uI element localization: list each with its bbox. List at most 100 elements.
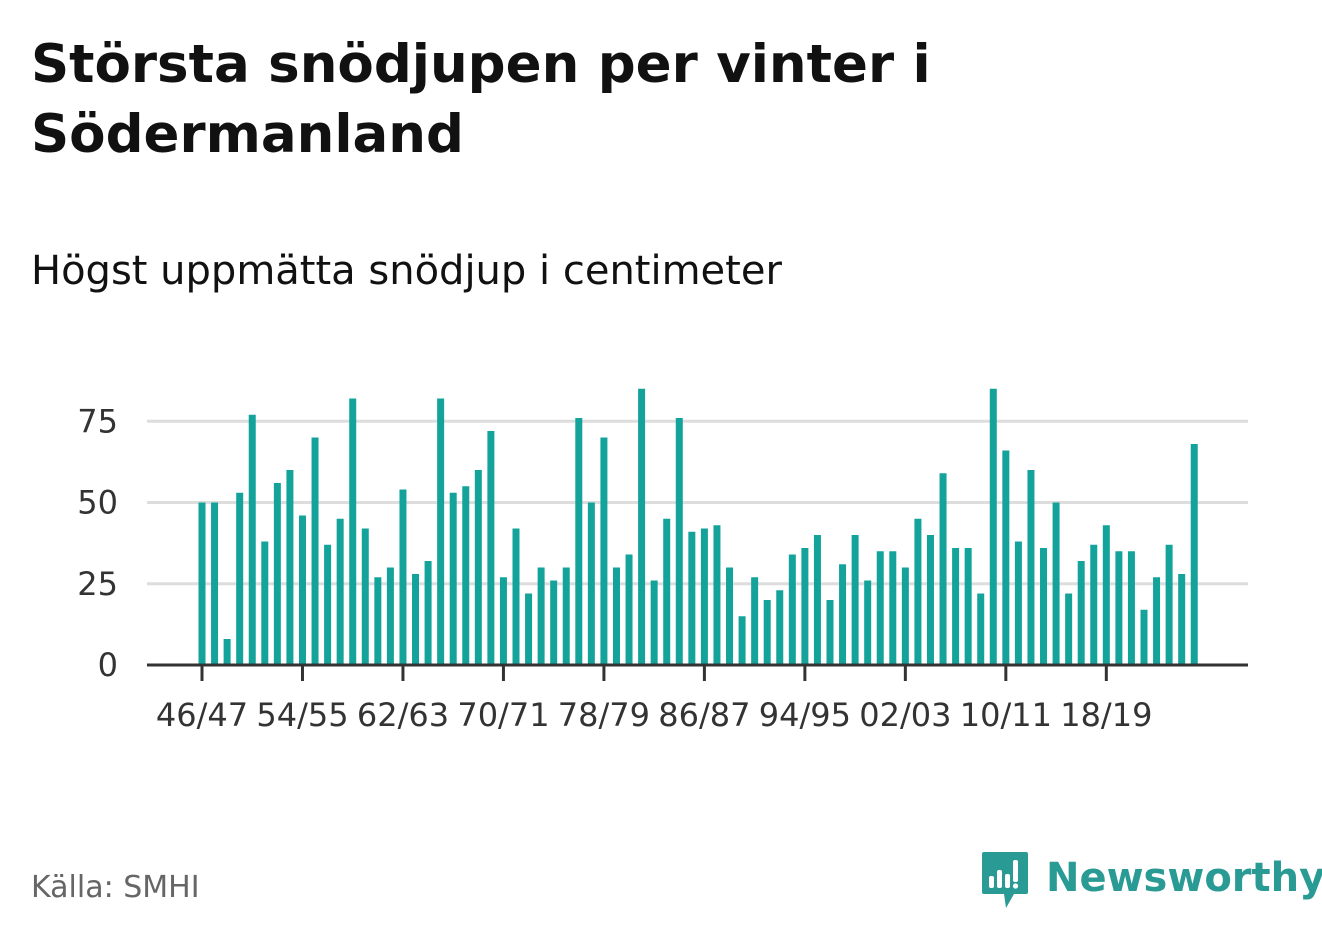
y-tick-label: 75 [77,402,118,440]
bar-23-24 [1165,544,1173,665]
bar-93-94 [788,554,796,665]
bar-98-99 [851,535,859,665]
bar-00-01 [876,551,884,665]
bar-76-77 [575,418,583,665]
bar-91-92 [763,600,771,665]
bar-95-96 [813,535,821,665]
bar-08-09 [977,593,985,665]
y-tick-label: 0 [98,646,118,684]
bar-55-56 [311,437,319,665]
bars [198,388,1198,665]
bar-03-04 [914,518,922,665]
y-tick-label: 50 [77,484,118,522]
bar-59-60 [361,528,369,665]
bar-56-57 [324,544,332,665]
bar-54-55 [298,515,306,665]
bar-99-00 [864,580,872,665]
bar-67-68 [462,486,470,665]
bar-96-97 [826,600,834,665]
bar-97-98 [839,564,847,665]
x-tick-label: 86/87 [658,696,750,734]
bar-15-16 [1065,593,1073,665]
bar-16-17 [1077,561,1085,665]
bar-70-71 [499,577,507,665]
bar-21-22 [1140,609,1148,665]
bar-79-80 [612,567,620,665]
bar-77-78 [587,502,595,665]
bar-72-73 [525,593,533,665]
y-axis-ticks: 0 25 50 75 [77,402,118,684]
bar-24-25 [1178,574,1186,665]
x-axis-ticks: 46/47 54/55 62/63 70/71 78/79 86/87 94/95 02/03… [156,665,1152,734]
bar-89-90 [738,616,746,665]
bar-71-72 [512,528,520,665]
brand-logo: Newsworthy [980,850,1322,912]
x-tick-label: 46/47 [156,696,248,734]
bar-75-76 [562,567,570,665]
bar-chart-speech-bubble-icon [982,852,1028,908]
bar-78-79 [600,437,608,665]
bar-22-23 [1153,577,1161,665]
x-tick-label: 94/95 [759,696,851,734]
bar-10-11 [1002,450,1010,665]
source-note: Källa: SMHI [31,870,200,905]
bar-02-03 [901,567,909,665]
bar-51-52 [261,541,269,665]
bar-69-70 [487,431,495,665]
bar-04-05 [926,535,934,665]
x-tick-label: 54/55 [256,696,348,734]
bar-84-85 [675,418,683,665]
bar-13-14 [1040,548,1048,665]
bar-64-65 [424,561,432,665]
bar-63-64 [412,574,420,665]
bar-57-58 [336,518,344,665]
bar-61-62 [386,567,394,665]
x-tick-label: 10/11 [960,696,1052,734]
bar-48-49 [223,639,231,665]
bar-05-06 [939,473,947,665]
bar-49-50 [236,492,244,665]
bar-74-75 [550,580,558,665]
bar-90-91 [751,577,759,665]
bar-81-82 [638,388,646,665]
bar-60-61 [374,577,382,665]
bar-83-84 [663,518,671,665]
bar-94-95 [801,548,809,665]
x-tick-label: 18/19 [1060,696,1152,734]
x-tick-label: 78/79 [558,696,650,734]
bar-20-21 [1127,551,1135,665]
bar-53-54 [286,470,294,665]
bar-14-15 [1052,502,1060,665]
bar-09-10 [989,388,997,665]
bar-47-48 [211,502,219,665]
bar-66-67 [449,492,457,665]
bar-82-83 [650,580,658,665]
bar-46-47 [198,502,206,665]
bar-85-86 [688,531,696,665]
chart-subtitle: Högst uppmätta snödjup i centimeter [31,248,782,294]
bar-73-74 [537,567,545,665]
bar-07-08 [964,548,972,665]
bar-88-89 [726,567,734,665]
brand-name: Newsworthy [1046,855,1322,901]
bar-50-51 [248,414,256,665]
bar-92-93 [776,590,784,665]
bar-01-02 [889,551,897,665]
bar-19-20 [1115,551,1123,665]
chart-title: Största snödjupen per vinter i Södermanl… [31,34,931,165]
bar-17-18 [1090,544,1098,665]
bar-68-69 [474,470,482,665]
bar-62-63 [399,489,407,665]
bar-11-12 [1014,541,1022,665]
bar-87-88 [713,525,721,665]
x-tick-label: 70/71 [457,696,549,734]
bar-58-59 [349,398,357,665]
bar-06-07 [952,548,960,665]
bar-52-53 [273,483,281,665]
bar-25-26 [1190,444,1198,665]
x-tick-label: 02/03 [859,696,951,734]
y-tick-label: 25 [77,565,118,603]
bar-65-66 [437,398,445,665]
bar-86-87 [700,528,708,665]
